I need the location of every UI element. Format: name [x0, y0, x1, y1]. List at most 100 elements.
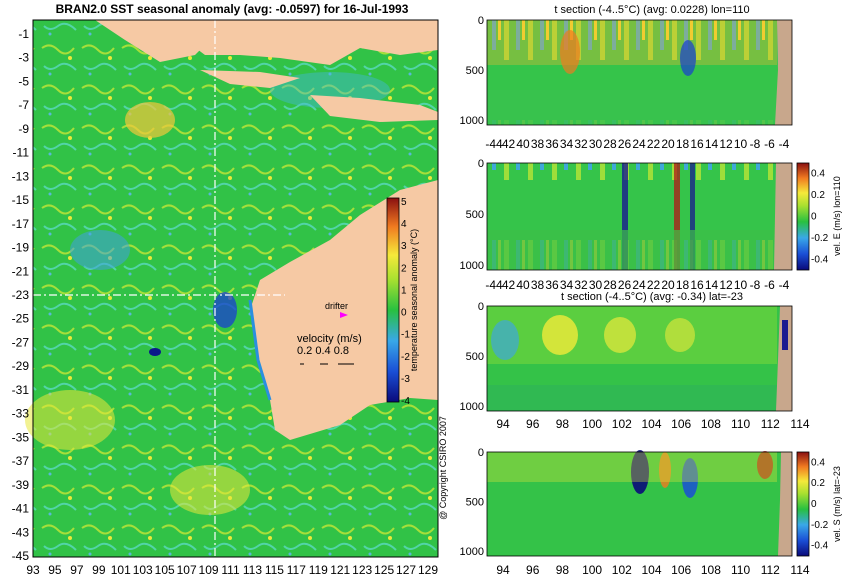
drifter-marker	[340, 312, 348, 318]
panel1-x-tick-label: 22	[647, 137, 661, 151]
panel2-x-tick-label: 20	[661, 278, 675, 292]
panel2-deep-layer	[487, 230, 777, 270]
panel4-x-tick-label: 100	[582, 563, 602, 577]
panel4-colorbar-tick-label: -0.4	[811, 541, 829, 552]
panel2-y-tick-label: 500	[466, 209, 484, 221]
panel1-x-tick-label: 20	[661, 137, 675, 151]
panel4-colorbar-ticks: 0.4 0.2 0 -0.2 -0.4	[811, 457, 829, 551]
panel1-x-tick-label: 28	[603, 137, 617, 151]
panel4-colorbar: 0.4 0.2 0 -0.2 -0.4 vel. S (m/s) lat=-23	[796, 451, 842, 557]
panel1-x-tick-label: 12	[719, 137, 733, 151]
panel1-x-tick-label: -8	[750, 137, 761, 151]
panel1-y-tick-label: 1000	[460, 115, 484, 127]
panel4-x-tick-label: 94	[496, 563, 510, 577]
panel2-x-tick-label: 10	[734, 278, 748, 292]
panel1-x-tick-label: -44	[485, 137, 503, 151]
panel1-x-tick-label: 34	[560, 137, 574, 151]
map-x-tick-label: 103	[133, 563, 153, 577]
panel2-x-tick-label: 30	[589, 278, 603, 292]
panel2-colorbar: 0.4 0.2 0 -0.2 -0.4 vel. E (m/s) lon=110	[796, 162, 842, 271]
panel2-y-tick-label: 1000	[460, 260, 484, 272]
panel3-warm-core	[604, 317, 636, 353]
panel3-y-axis: 0 500 1000	[460, 301, 484, 413]
panel2-x-tick-label: 18	[676, 278, 690, 292]
panel3-x-tick-label: 106	[671, 417, 691, 431]
map-x-tick-label: 95	[48, 563, 62, 577]
panel1-x-axis: -44 42 40 38 36 34 32 30 28 26 24 22 20 18 16 14 12 10 -8-…	[485, 137, 789, 151]
panel1-y-axis: 0 500 1000	[460, 15, 484, 127]
panel2-x-tick-label: 28	[603, 278, 617, 292]
cool-eddy	[149, 348, 161, 356]
map-plot: drifter velocity (m/s) 0.2 0.4 0.8	[25, 19, 439, 558]
map-x-tick-label: 125	[374, 563, 394, 577]
panel3-deep-layer	[487, 385, 777, 411]
map-x-tick-label: 121	[330, 563, 350, 577]
panel2-x-tick-label: 14	[705, 278, 719, 292]
panel1-land	[775, 20, 792, 125]
colorbar-tick-label: 4	[401, 219, 407, 230]
panel4-x-tick-label: 112	[761, 563, 780, 577]
panel1-x-tick-label: 36	[545, 137, 559, 151]
map-y-tick-label: -15	[12, 193, 30, 207]
colorbar-tick-label: 1	[401, 285, 407, 296]
panel4-plot	[486, 450, 793, 557]
panel2-x-tick-label: 22	[647, 278, 661, 292]
panel2-x-tick-label: 12	[719, 278, 733, 292]
panel2-x-tick-label: 26	[618, 278, 632, 292]
warm-eddy	[25, 390, 115, 450]
panel4-colorbar-tick-label: -0.2	[811, 520, 829, 531]
panel3-x-tick-label: 110	[731, 417, 750, 431]
cool-eddy	[70, 230, 130, 270]
panel1-plot	[486, 19, 793, 126]
panel3-x-axis: 94 96 98 100 102 104 106 108 110 112 114	[496, 417, 810, 431]
panel4-x-tick-label: 106	[671, 563, 691, 577]
panel2-y-axis: 0 500 1000	[460, 158, 484, 272]
copyright-text: @ Copyright CSIRO 2007	[438, 416, 448, 520]
panel1-x-tick-label: 26	[618, 137, 632, 151]
panel1-x-tick-label: 16	[690, 137, 704, 151]
panel4-x-tick-label: 98	[556, 563, 570, 577]
panel2-colorbar-tick-label: -0.2	[811, 233, 829, 244]
panel4-x-tick-label: 96	[526, 563, 540, 577]
map-y-tick-label: -9	[18, 122, 29, 136]
colorbar-tick-label: -2	[401, 352, 410, 363]
colorbar-tick-label: -3	[401, 374, 410, 385]
panel4-frame	[486, 451, 793, 557]
panel3-coastal-current	[782, 320, 788, 350]
panel2-x-tick-label: -44	[485, 278, 503, 292]
map-y-tick-label: -25	[12, 312, 30, 326]
map-y-tick-label: -39	[12, 478, 30, 492]
map-x-tick-label: 107	[177, 563, 197, 577]
cool-eddy	[213, 292, 237, 328]
velocity-key-title: velocity (m/s)	[297, 333, 362, 345]
panel1-x-tick-label: 38	[531, 137, 545, 151]
panel1-y-tick-label: 0	[478, 15, 484, 27]
colorbar-ticks: 5 4 3 2 1 0 -1 -2 -3 -4	[401, 197, 410, 407]
velocity-key-values: 0.2 0.4 0.8	[297, 345, 349, 357]
map-y-tick-label: -29	[12, 359, 30, 373]
panel4-y-tick-label: 1000	[460, 546, 484, 558]
panel2-x-tick-label: 40	[516, 278, 530, 292]
panel3-y-tick-label: 0	[478, 301, 484, 313]
panel1-deep-layer	[487, 90, 777, 125]
panel4-warm-core	[659, 452, 671, 488]
colorbar-label: temperature seasonal anomaly (°C)	[409, 229, 419, 371]
colorbar-tick-label: 2	[401, 263, 407, 274]
colorbar-tick-label: 5	[401, 197, 407, 208]
leeuwin-current	[248, 299, 272, 401]
borneo-land	[170, 20, 438, 65]
java-land	[200, 70, 300, 88]
panel1-x-tick-label: 40	[516, 137, 530, 151]
panel2-colorbar-tick-label: -0.4	[811, 254, 829, 265]
panel2-x-tick-label: -4	[779, 278, 790, 292]
map-y-tick-label: -3	[18, 51, 29, 65]
panel2-colorbar-tick-label: 0.2	[811, 190, 825, 201]
panel2-x-tick-label: 32	[574, 278, 588, 292]
colorbar-tick-label: -1	[401, 330, 410, 341]
map-y-axis: -1 -3 -5 -7 -9 -11 -13 -15 -17 -19 -21 -23 -25 -27 -29…	[12, 27, 30, 563]
panel2-x-tick-label: 42	[502, 278, 516, 292]
panel3-x-tick-label: 114	[790, 417, 809, 431]
panel3-warm-core	[542, 315, 578, 355]
panel4-y-tick-label: 500	[466, 497, 484, 509]
